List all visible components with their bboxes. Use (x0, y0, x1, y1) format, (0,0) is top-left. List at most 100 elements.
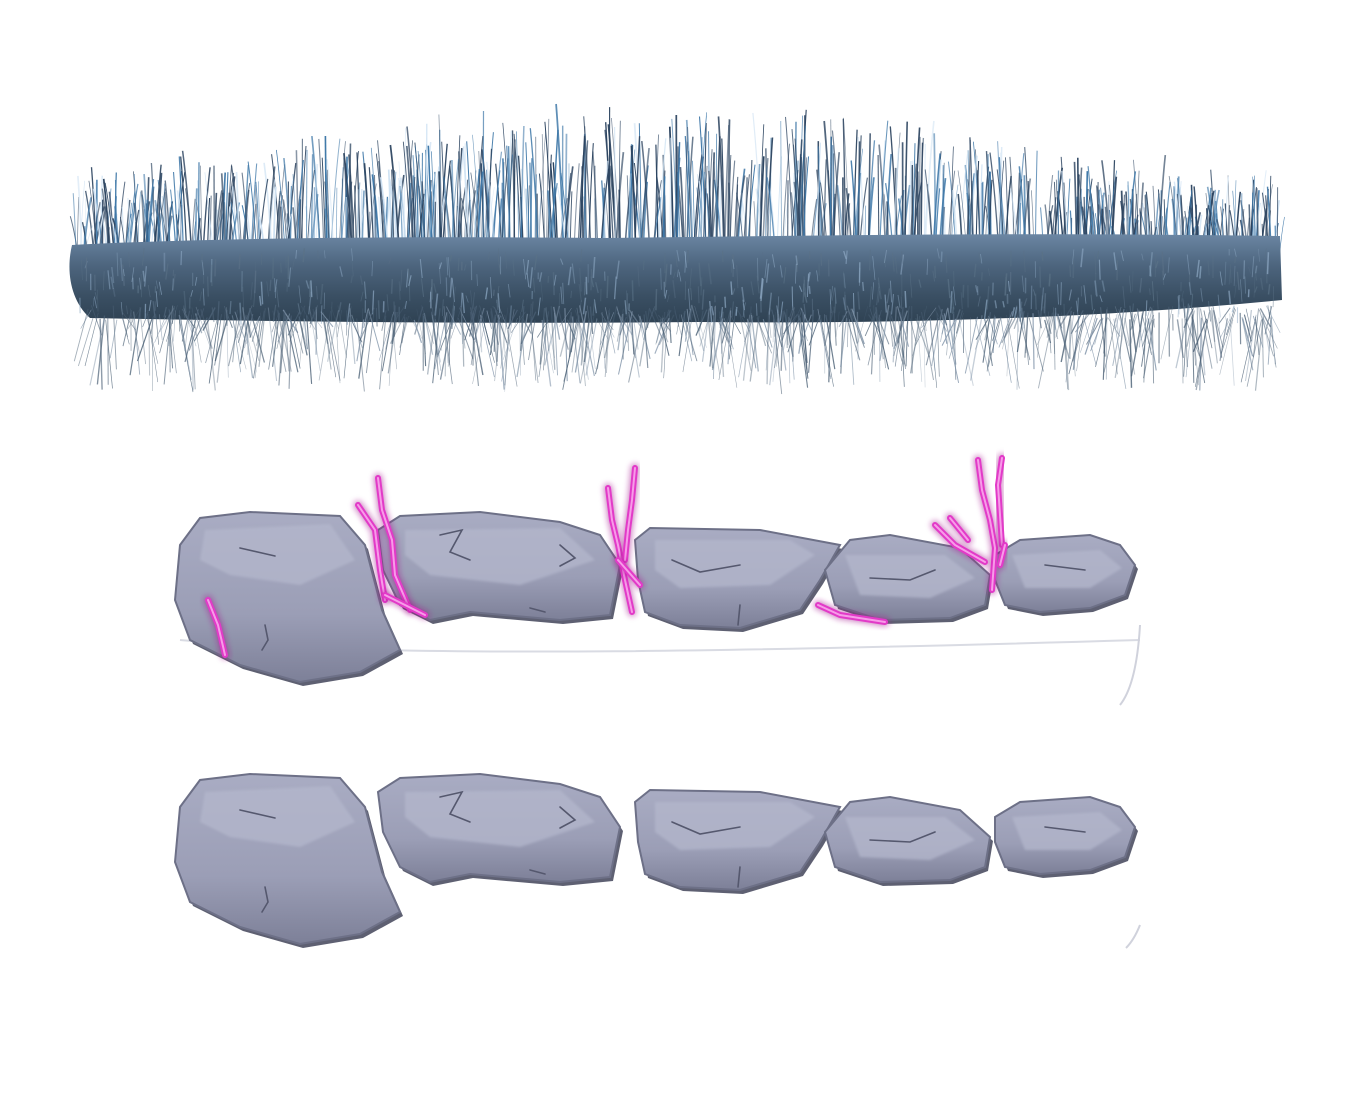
grass-blade (1001, 317, 1016, 344)
grass-texture-stroke (672, 279, 676, 299)
grass-texture-stroke (259, 295, 262, 306)
grass-blade (191, 318, 194, 391)
grass-blade (154, 315, 167, 343)
grass-texture-stroke (1094, 252, 1097, 275)
grass-blade (792, 307, 802, 325)
grass-texture-stroke (320, 283, 324, 305)
grass-texture-stroke (834, 295, 837, 314)
grass-texture-stroke (579, 267, 582, 292)
grass-texture-stroke (829, 289, 832, 314)
grass-texture-stroke (302, 248, 306, 263)
grass-blade (596, 317, 608, 339)
grass-texture-stroke (254, 270, 257, 294)
grass-texture-stroke (1199, 266, 1202, 279)
grass-texture-stroke (667, 294, 670, 302)
grass-blade (850, 311, 858, 344)
grass-texture-stroke (580, 249, 583, 262)
grass-texture-stroke (131, 267, 135, 283)
grass-blade (695, 309, 708, 336)
grass-blade (239, 308, 251, 365)
grass-texture-stroke (142, 248, 145, 266)
grass-blade (1000, 318, 1012, 383)
grass-texture-stroke (936, 248, 940, 259)
grass-blade (916, 313, 923, 382)
grass-blade (148, 313, 151, 376)
grass-blade (416, 309, 426, 355)
grass-blade (516, 313, 529, 378)
grass-texture-stroke (736, 265, 739, 289)
grass-texture-stroke (626, 290, 629, 310)
grass-blade (1115, 306, 1122, 329)
grass-texture-stroke (570, 290, 572, 299)
grass-texture-stroke (407, 268, 410, 282)
grass-texture-stroke (408, 275, 412, 287)
grass-texture-stroke (386, 294, 389, 311)
stone-row-with-crystals (173, 453, 1141, 706)
grass-blade (443, 306, 449, 363)
grass-texture-stroke (1083, 285, 1087, 304)
grass-blade (1006, 309, 1010, 377)
grass-texture-stroke (1154, 253, 1157, 278)
grass-blade (460, 306, 463, 345)
grass-blade (550, 306, 556, 370)
grass-blade (1143, 310, 1147, 383)
grass-blade (964, 316, 978, 374)
grass-texture-stroke (741, 286, 745, 302)
grass-texture-stroke (771, 254, 776, 268)
pink-crystal (603, 463, 645, 617)
grass-blade (1052, 315, 1055, 355)
grass-blade (720, 316, 730, 343)
grass-texture-stroke (339, 266, 343, 277)
grass-texture-stroke (292, 258, 295, 270)
stone-crack (239, 809, 276, 819)
grass-blade (519, 315, 521, 376)
grass-texture-stroke (724, 296, 727, 308)
grass-blade (1024, 315, 1029, 358)
grass-texture-stroke (1186, 254, 1190, 275)
grass-texture-stroke (1041, 251, 1044, 261)
grass-texture-stroke (1011, 307, 1016, 317)
grass-blade (1115, 314, 1119, 335)
grass-blade (96, 315, 106, 385)
grass-blade (941, 318, 957, 346)
grass-blade (423, 312, 434, 355)
grass-texture-stroke (731, 301, 734, 318)
grass-texture-stroke (1257, 248, 1261, 262)
grass-texture-stroke (768, 292, 772, 315)
grass-texture-stroke (1149, 252, 1153, 277)
grass-texture-stroke (578, 284, 582, 303)
grass-texture-stroke (497, 253, 500, 268)
grass-texture-stroke (953, 271, 955, 287)
grass-blade (835, 311, 840, 337)
grass-blade (267, 307, 278, 382)
grass-texture-stroke (493, 289, 495, 296)
grass-blade (562, 318, 578, 390)
grass-blade (276, 314, 286, 349)
grass-texture-stroke (201, 259, 205, 276)
grass-blade (469, 307, 484, 376)
grass-blade (399, 316, 406, 356)
grass-blade (828, 311, 832, 383)
grass-texture-stroke (1161, 270, 1165, 286)
stone (823, 795, 993, 886)
grass-blade (984, 319, 993, 366)
grass-blade (756, 317, 773, 354)
grass-blade (543, 317, 554, 374)
grass-blade (771, 309, 783, 348)
grass-blade (553, 306, 561, 340)
grass-blade (943, 313, 960, 383)
grass-blade (490, 308, 499, 345)
grass-texture-stroke (1167, 257, 1170, 273)
grass-texture-stroke (829, 285, 834, 305)
grass-blade (1112, 308, 1125, 366)
grass-blade (616, 308, 624, 342)
grass-blade (730, 315, 742, 335)
grass-blade (486, 310, 492, 329)
grass-texture-stroke (1132, 271, 1134, 292)
grass-blade (1259, 308, 1272, 328)
grass-blade (191, 314, 196, 390)
grass-blade (88, 180, 97, 251)
grass-texture-stroke (1151, 281, 1155, 301)
grass-texture-stroke (1043, 300, 1046, 309)
grass-blade (425, 123, 428, 254)
